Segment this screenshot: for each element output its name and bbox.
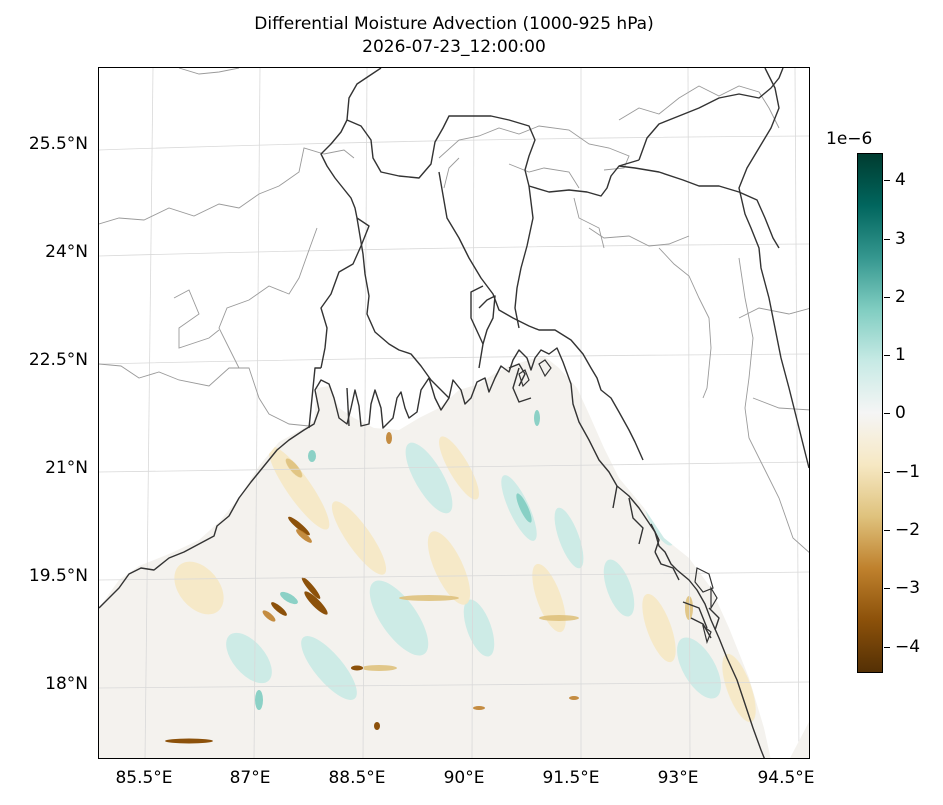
map-panel xyxy=(98,67,810,759)
lon-tick-label: 93°E xyxy=(657,768,699,788)
lat-tick-label: 19.5°N xyxy=(28,566,88,586)
lon-tick-label: 85.5°E xyxy=(115,768,173,788)
lon-tick-label: 90°E xyxy=(443,768,485,788)
colorbar-label: 2 xyxy=(895,287,906,307)
colorbar-tick xyxy=(884,413,890,414)
colorbar-label: 1 xyxy=(895,345,906,365)
colorbar-tick xyxy=(884,355,890,356)
lon-tick-label: 91.5°E xyxy=(542,768,600,788)
map-canvas xyxy=(99,68,809,758)
lon-tick-label: 94.5°E xyxy=(757,768,815,788)
colorbar-label: −1 xyxy=(895,462,921,482)
colorbar-exponent: 1e−6 xyxy=(826,129,873,149)
chart-title: Differential Moisture Advection (1000-92… xyxy=(254,14,654,34)
advection-field xyxy=(99,356,771,758)
colorbar-label: −2 xyxy=(895,520,921,540)
colorbar-label: −3 xyxy=(895,578,921,598)
lat-tick-label: 18°N xyxy=(45,674,88,694)
colorbar-tick xyxy=(884,297,890,298)
colorbar-tick xyxy=(884,239,890,240)
colorbar-label: 4 xyxy=(895,170,906,190)
colorbar-tick xyxy=(884,588,890,589)
colorbar-tick xyxy=(884,472,890,473)
colorbar-label: −4 xyxy=(895,637,921,657)
colorbar-tick xyxy=(884,530,890,531)
lat-tick-label: 25.5°N xyxy=(28,134,88,154)
lon-tick-label: 88.5°E xyxy=(328,768,386,788)
lat-tick-label: 24°N xyxy=(45,242,88,262)
colorbar-label: 3 xyxy=(895,229,906,249)
colorbar-label: 0 xyxy=(895,403,906,423)
state-borders xyxy=(99,68,809,553)
field-corner xyxy=(790,721,809,758)
lat-tick-label: 21°N xyxy=(45,458,88,478)
colorbar-tick xyxy=(884,647,890,648)
colorbar xyxy=(857,153,883,673)
delta-islands xyxy=(518,359,718,644)
colorbar-tick xyxy=(884,180,890,181)
lat-tick-label: 22.5°N xyxy=(28,350,88,370)
coastline xyxy=(99,68,809,758)
chart-subtitle: 2026-07-23_12:00:00 xyxy=(362,37,546,57)
lon-tick-label: 87°E xyxy=(229,768,271,788)
